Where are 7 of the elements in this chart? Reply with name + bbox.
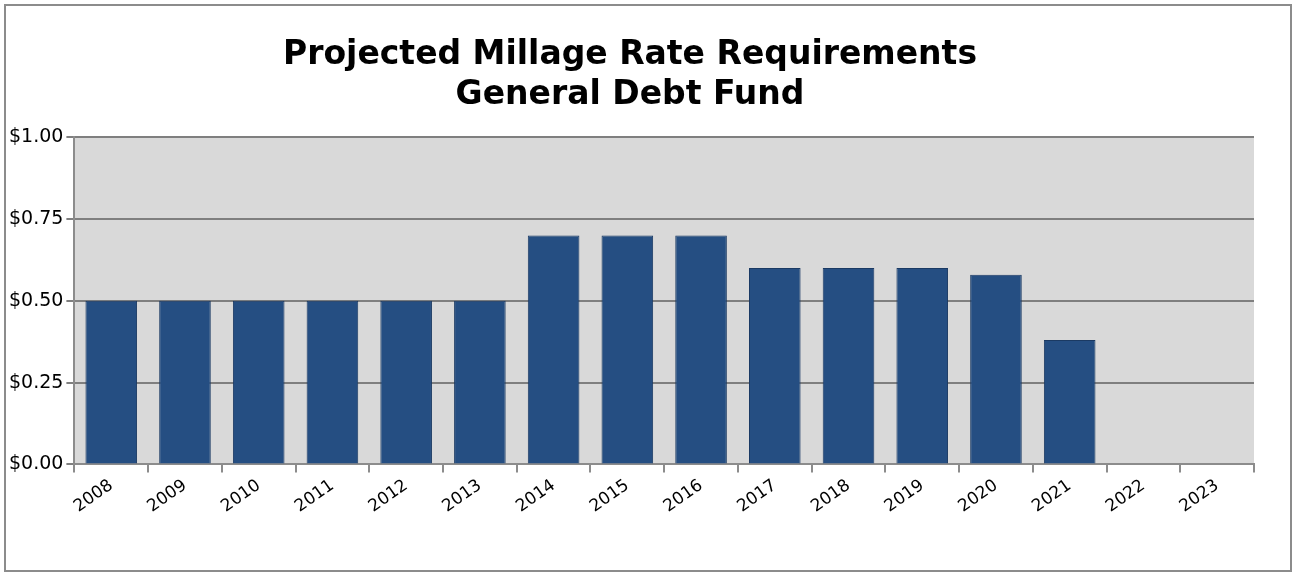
y-tick-label: $0.25	[8, 369, 64, 392]
y-tick-label: $0.75	[8, 205, 64, 228]
text: Projected Millage Rate Requirements	[282, 33, 978, 73]
y-tick-label: $0.50	[8, 287, 64, 310]
y-tick-label: $1.00	[8, 124, 64, 147]
y-tick-label: $0.00	[8, 451, 64, 474]
text: General Debt Fund	[455, 72, 805, 112]
